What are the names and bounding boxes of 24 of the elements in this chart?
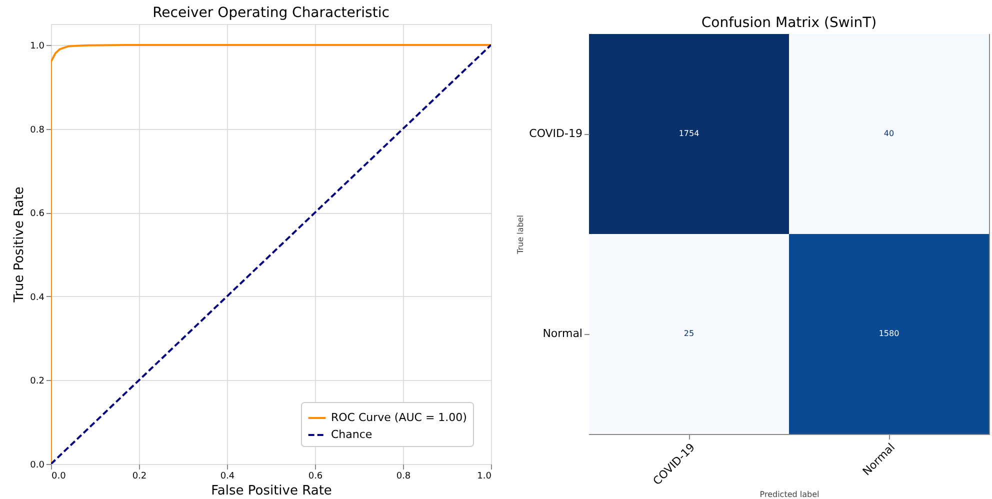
chart-title: Receiver Operating Characteristic [152, 5, 390, 21]
x-tick-label: 0.4 [220, 472, 235, 482]
data-label: 25 [684, 329, 694, 338]
y-tick-label: 0.6 [30, 209, 45, 220]
data-label: 1754 [678, 129, 700, 138]
legend-label: Chance [331, 428, 372, 441]
legend-label: ROC Curve (AUC = 1.00) [331, 411, 467, 424]
x-tick-label: 0.8 [396, 472, 411, 482]
line-series [51, 44, 491, 464]
y-tick-label: 0.2 [30, 376, 44, 387]
x-tick-label: 1.0 [477, 472, 492, 482]
y-tick-label: 0.4 [30, 292, 45, 303]
y-axis-title: True Positive Rate [12, 186, 28, 304]
y-tick-label: 1.0 [30, 41, 45, 52]
x-axis-title: Predicted label [760, 490, 820, 499]
x-tick-label: 0.0 [52, 472, 66, 482]
y-tick-label: 0.8 [30, 125, 45, 136]
data-label: 40 [884, 129, 894, 138]
x-tick-label: 0.6 [308, 472, 323, 482]
data-label: 1580 [878, 329, 900, 338]
y-axis-title: True label [516, 215, 526, 255]
x-axis-title: False Positive Rate [211, 484, 332, 498]
x-tick-label: 0.2 [132, 472, 147, 482]
chart-title: Confusion Matrix (SwinT) [701, 15, 877, 31]
